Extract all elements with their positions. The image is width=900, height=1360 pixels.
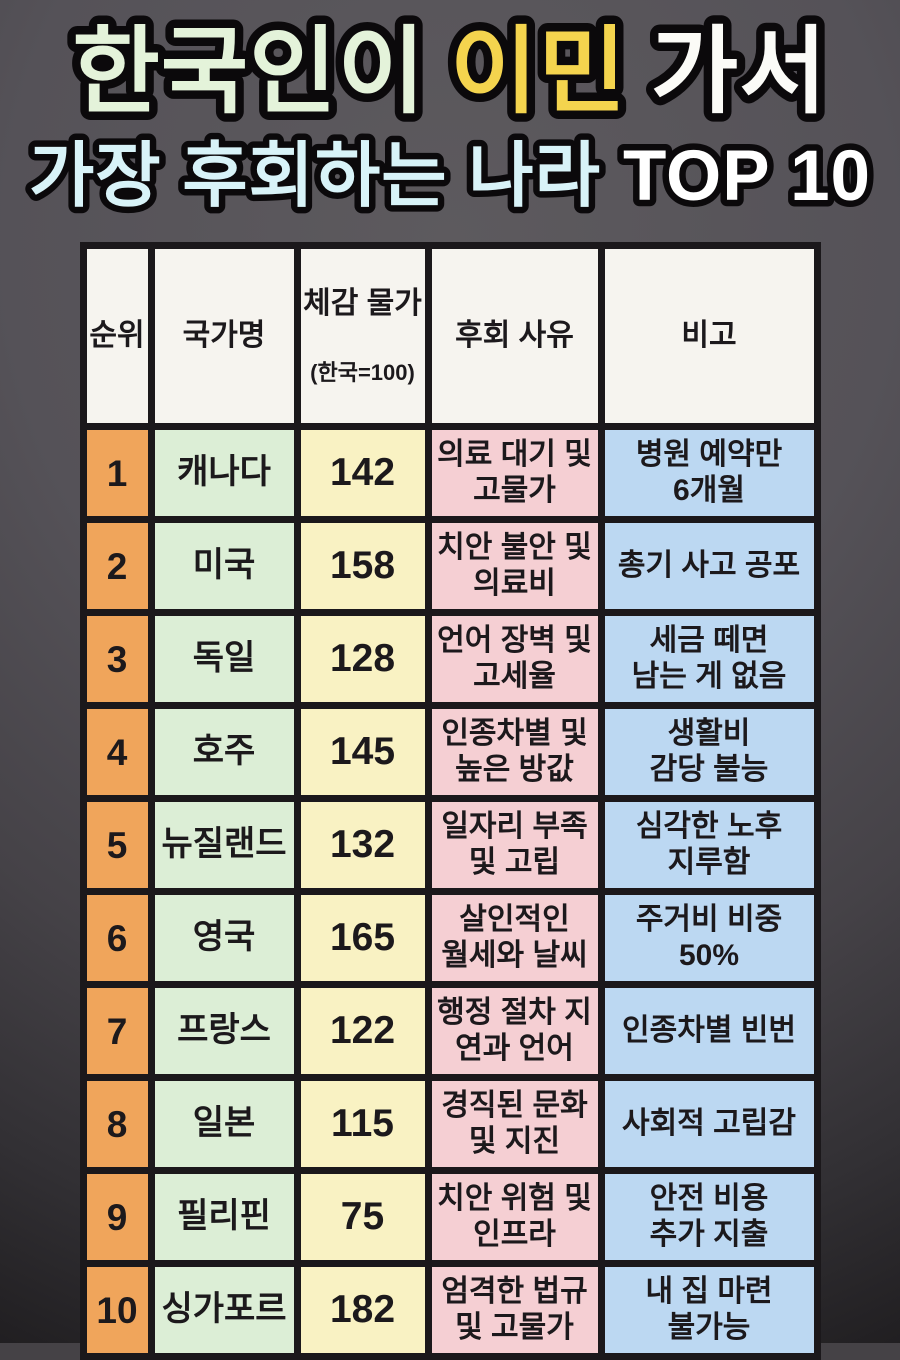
rank-cell: 7 bbox=[79, 981, 155, 1082]
price-cell: 165 bbox=[293, 888, 432, 989]
country-cell: 프랑스 bbox=[147, 981, 301, 1082]
country-cell: 필리핀 bbox=[147, 1167, 301, 1268]
reason-cell: 행정 절차 지 연과 언어 bbox=[424, 981, 605, 1082]
country-cell: 독일 bbox=[147, 609, 301, 710]
title-most-regret-text: 가장 후회하는 나라 bbox=[29, 137, 601, 216]
table-row: 6 영국 165 살인적인 월세와 날씨 주거비 비중 50% bbox=[79, 888, 821, 989]
table-row: 9 필리핀 75 치안 위험 및 인프라 안전 비용 추가 지출 bbox=[79, 1167, 821, 1268]
title-go-text: 가서 bbox=[651, 19, 828, 125]
note-cell: 주거비 비중 50% bbox=[597, 888, 821, 989]
table-row: 2 미국 158 치안 불안 및 의료비 총기 사고 공포 bbox=[79, 516, 821, 617]
price-cell: 122 bbox=[293, 981, 432, 1082]
note-cell: 안전 비용 추가 지출 bbox=[597, 1167, 821, 1268]
rank-cell: 5 bbox=[79, 795, 155, 896]
title-line-2: 가장 후회하는 나라 TOP 10 bbox=[29, 137, 871, 216]
note-cell: 세금 떼면 남는 게 없음 bbox=[597, 609, 821, 710]
title-koreans-text: 한국인이 bbox=[72, 19, 426, 125]
table-row: 5 뉴질랜드 132 일자리 부족 및 고립 심각한 노후 지루함 bbox=[79, 795, 821, 896]
col-header-price-label: 체감 물가 bbox=[303, 286, 422, 320]
col-header-reason: 후회 사유 bbox=[424, 241, 605, 431]
country-cell: 일본 bbox=[147, 1074, 301, 1175]
note-cell: 사회적 고립감 bbox=[597, 1074, 821, 1175]
rank-cell: 8 bbox=[79, 1074, 155, 1175]
col-header-price-sub: (한국=100) bbox=[310, 359, 415, 385]
rank-cell: 3 bbox=[79, 609, 155, 710]
note-cell: 병원 예약만 6개월 bbox=[597, 423, 821, 524]
rank-cell: 4 bbox=[79, 702, 155, 803]
poster-title: 한국인이 이민 가서 가장 후회하는 나라 TOP 10 bbox=[22, 11, 876, 223]
col-header-rank: 순위 bbox=[79, 241, 155, 431]
rank-cell: 2 bbox=[79, 516, 155, 617]
note-cell: 심각한 노후 지루함 bbox=[597, 795, 821, 896]
country-cell: 뉴질랜드 bbox=[147, 795, 301, 896]
table-row: 7 프랑스 122 행정 절차 지 연과 언어 인종차별 빈번 bbox=[79, 981, 821, 1082]
note-cell: 인종차별 빈번 bbox=[597, 981, 821, 1082]
table-row: 1 캐나다 142 의료 대기 및 고물가 병원 예약만 6개월 bbox=[79, 423, 821, 524]
country-cell: 미국 bbox=[147, 516, 301, 617]
reason-cell: 치안 위험 및 인프라 bbox=[424, 1167, 605, 1268]
header-row: 순위 국가명 체감 물가 (한국=100) 후회 사유 비고 bbox=[79, 241, 821, 431]
country-cell: 캐나다 bbox=[147, 423, 301, 524]
reason-cell: 인종차별 및 높은 방값 bbox=[424, 702, 605, 803]
reason-cell: 언어 장벽 및 고세율 bbox=[424, 609, 605, 710]
price-cell: 132 bbox=[293, 795, 432, 896]
price-cell: 75 bbox=[293, 1167, 432, 1268]
price-cell: 158 bbox=[293, 516, 432, 617]
regret-countries-table: 순위 국가명 체감 물가 (한국=100) 후회 사유 비고 1 캐나다 142… bbox=[79, 241, 821, 1360]
reason-cell: 치안 불안 및 의료비 bbox=[424, 516, 605, 617]
reason-cell: 경직된 문화 및 지진 bbox=[424, 1074, 605, 1175]
price-cell: 142 bbox=[293, 423, 432, 524]
reason-cell: 일자리 부족 및 고립 bbox=[424, 795, 605, 896]
price-cell: 115 bbox=[293, 1074, 432, 1175]
rank-cell: 1 bbox=[79, 423, 155, 524]
price-cell: 128 bbox=[293, 609, 432, 710]
table-row: 4 호주 145 인종차별 및 높은 방값 생활비 감당 불능 bbox=[79, 702, 821, 803]
reason-cell: 살인적인 월세와 날씨 bbox=[424, 888, 605, 989]
title-line-1: 한국인이 이민 가서 bbox=[72, 19, 827, 125]
rank-cell: 6 bbox=[79, 888, 155, 989]
rank-cell: 9 bbox=[79, 1167, 155, 1268]
col-header-price: 체감 물가 (한국=100) bbox=[293, 241, 432, 431]
title-immigration-text: 이민 bbox=[450, 19, 627, 125]
title-top10-text: TOP 10 bbox=[623, 137, 871, 216]
col-header-country: 국가명 bbox=[147, 241, 301, 431]
table-row: 8 일본 115 경직된 문화 및 지진 사회적 고립감 bbox=[79, 1074, 821, 1175]
col-header-note: 비고 bbox=[597, 241, 821, 431]
note-cell: 총기 사고 공포 bbox=[597, 516, 821, 617]
country-cell: 호주 bbox=[147, 702, 301, 803]
note-cell: 생활비 감당 불능 bbox=[597, 702, 821, 803]
table-row: 3 독일 128 언어 장벽 및 고세율 세금 떼면 남는 게 없음 bbox=[79, 609, 821, 710]
reason-cell: 의료 대기 및 고물가 bbox=[424, 423, 605, 524]
country-cell: 영국 bbox=[147, 888, 301, 989]
price-cell: 145 bbox=[293, 702, 432, 803]
